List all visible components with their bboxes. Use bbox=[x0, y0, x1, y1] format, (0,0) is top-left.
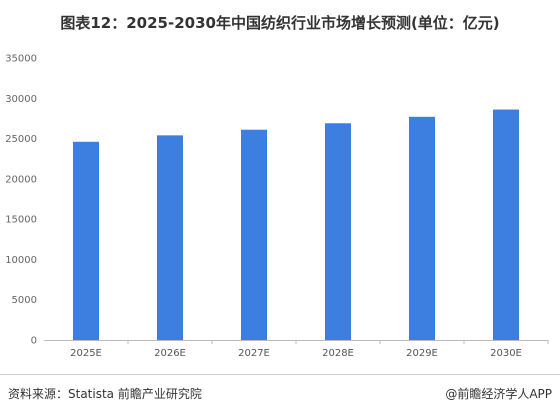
y-tick-label: 30000 bbox=[5, 94, 37, 105]
y-tick-label: 0 bbox=[31, 336, 37, 347]
chart-title: 图表12：2025-2030年中国纺织行业市场增长预测(单位：亿元) bbox=[60, 13, 500, 32]
y-tick-label: 20000 bbox=[5, 174, 37, 185]
x-tick-label: 2026E bbox=[154, 348, 186, 359]
x-tick-label: 2029E bbox=[406, 348, 438, 359]
y-tick-label: 5000 bbox=[12, 295, 37, 306]
x-tick-label: 2028E bbox=[322, 348, 354, 359]
brand-credit: @前瞻经济学人APP bbox=[445, 386, 552, 401]
y-tick-label: 25000 bbox=[5, 134, 37, 145]
y-tick-label: 15000 bbox=[5, 215, 37, 226]
y-tick-label: 35000 bbox=[5, 54, 37, 65]
bar bbox=[157, 135, 183, 340]
bar bbox=[325, 123, 351, 341]
bar bbox=[241, 129, 267, 340]
x-tick-label: 2025E bbox=[70, 348, 102, 359]
x-tick-label: 2027E bbox=[238, 348, 270, 359]
bar bbox=[73, 141, 99, 340]
source-note: 资料来源：Statista 前瞻产业研究院 bbox=[8, 386, 202, 401]
y-tick-label: 10000 bbox=[5, 255, 37, 266]
footer-divider bbox=[0, 374, 560, 375]
bar bbox=[409, 116, 435, 341]
bar bbox=[493, 109, 519, 341]
x-tick-label: 2030E bbox=[490, 348, 522, 359]
